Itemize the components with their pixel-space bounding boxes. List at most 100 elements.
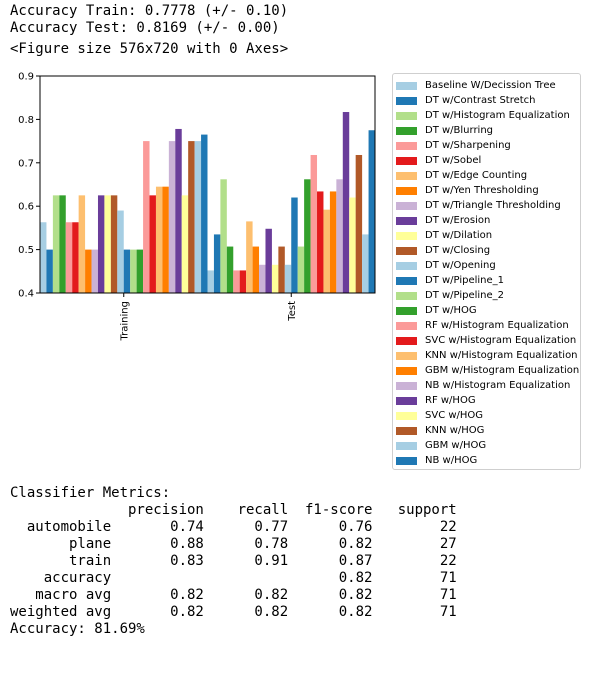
bar xyxy=(194,141,202,293)
legend-label: NB w/HOG xyxy=(425,455,478,466)
legend-label: DT w/Edge Counting xyxy=(425,170,528,181)
legend-item: DT w/Dilation xyxy=(396,228,492,243)
test-accuracy-line: Accuracy Test: 0.8169 (+/- 0.00) xyxy=(10,20,280,36)
y-tick-label: 0.5 xyxy=(18,245,34,256)
bar xyxy=(91,249,98,293)
legend-swatch xyxy=(396,261,417,270)
legend-swatch xyxy=(396,126,417,135)
legend-swatch xyxy=(396,291,417,300)
legend-item: DT w/Opening xyxy=(396,258,496,273)
bar xyxy=(349,197,356,293)
legend-item: DT w/Pipeline_1 xyxy=(396,273,504,288)
legend-swatch xyxy=(396,216,417,225)
legend-label: SVC w/Histogram Equalization xyxy=(425,335,577,346)
legend-item: SVC w/HOG xyxy=(396,408,483,423)
bar xyxy=(78,195,86,293)
legend-label: GBM w/Histogram Equalization xyxy=(425,365,580,376)
legend-swatch xyxy=(396,426,417,435)
figure-size-line: <Figure size 576x720 with 0 Axes> xyxy=(10,41,289,57)
bar xyxy=(175,128,182,293)
legend-swatch xyxy=(396,336,417,345)
report-row: automobile 0.74 0.77 0.76 22 xyxy=(10,519,457,535)
report-row: train 0.83 0.91 0.87 22 xyxy=(10,553,457,569)
y-tick-label: 0.4 xyxy=(18,289,34,300)
report-summary-row: weighted avg 0.82 0.82 0.82 71 xyxy=(10,604,457,620)
chart-legend: Baseline W/Decission Tree DT w/Contrast S… xyxy=(392,73,581,470)
legend-label: GBM w/HOG xyxy=(425,440,487,451)
legend-swatch xyxy=(396,141,417,150)
legend-item: KNN w/Histogram Equalization xyxy=(396,348,578,363)
legend-label: DT w/Blurring xyxy=(425,125,494,136)
y-tick-label: 0.8 xyxy=(18,115,34,126)
legend-label: SVC w/HOG xyxy=(425,410,484,421)
legend-label: DT w/Histogram Equalization xyxy=(425,110,570,121)
legend-swatch xyxy=(396,396,417,405)
bar xyxy=(40,222,47,293)
bar xyxy=(226,246,234,293)
legend-item: DT w/Contrast Stretch xyxy=(396,93,536,108)
legend-swatch xyxy=(396,321,417,330)
bar xyxy=(278,246,285,293)
plot-frame xyxy=(39,75,376,294)
legend-swatch xyxy=(396,366,417,375)
bar xyxy=(59,195,66,293)
legend-item: DT w/Closing xyxy=(396,243,490,258)
y-tick-label: 0.9 xyxy=(18,72,34,83)
bar xyxy=(52,195,60,293)
legend-swatch xyxy=(396,441,417,450)
legend-swatch xyxy=(396,156,417,165)
bar xyxy=(97,195,105,293)
bar xyxy=(271,264,279,293)
legend-label: DT w/Pipeline_2 xyxy=(425,290,505,301)
legend-item: DT w/Sobel xyxy=(396,153,481,168)
legend-label: RF w/Histogram Equalization xyxy=(425,320,569,331)
legend-item: KNN w/HOG xyxy=(396,423,484,438)
bar xyxy=(304,179,311,293)
bar xyxy=(233,270,240,293)
bar xyxy=(143,141,150,293)
legend-label: DT w/Erosion xyxy=(425,215,491,226)
bar xyxy=(362,234,369,293)
legend-item: NB w/HOG xyxy=(396,453,477,468)
legend-label: DT w/Triangle Thresholding xyxy=(425,200,561,211)
bar xyxy=(162,186,169,293)
bar xyxy=(355,154,363,293)
legend-swatch xyxy=(396,96,417,105)
legend-label: DT w/Pipeline_1 xyxy=(425,275,505,286)
legend-label: KNN w/HOG xyxy=(425,425,485,436)
bar xyxy=(259,264,266,293)
bar xyxy=(246,221,253,293)
bar xyxy=(252,246,260,293)
bar xyxy=(168,141,176,293)
bar xyxy=(85,249,92,293)
bar xyxy=(104,195,111,293)
legend-label: RF w/HOG xyxy=(425,395,476,406)
legend-item: DT w/Blurring xyxy=(396,123,493,138)
legend-item: DT w/HOG xyxy=(396,303,477,318)
bar xyxy=(117,210,124,293)
bar xyxy=(72,222,79,293)
report-summary-row: macro avg 0.82 0.82 0.82 71 xyxy=(10,587,457,603)
y-tick-label: 0.7 xyxy=(18,158,34,169)
legend-label: DT w/Opening xyxy=(425,260,496,271)
x-tick-label: Test xyxy=(287,301,298,322)
bar xyxy=(297,246,305,293)
bar xyxy=(149,195,156,293)
overall-accuracy-line: Accuracy: 81.69% xyxy=(10,621,145,637)
legend-item: GBM w/Histogram Equalization xyxy=(396,363,579,378)
legend-item: RF w/HOG xyxy=(396,393,476,408)
legend-item: DT w/Yen Thresholding xyxy=(396,183,539,198)
legend-swatch xyxy=(396,306,417,315)
bar xyxy=(368,130,375,293)
legend-item: DT w/Histogram Equalization xyxy=(396,108,570,123)
legend-label: DT w/HOG xyxy=(425,305,477,316)
report-summary-row: accuracy 0.82 71 xyxy=(10,570,457,586)
legend-swatch xyxy=(396,81,417,90)
bar xyxy=(155,186,163,293)
legend-item: DT w/Edge Counting xyxy=(396,168,527,183)
report-header-row: precision recall f1-score support xyxy=(10,502,457,518)
legend-item: DT w/Triangle Thresholding xyxy=(396,198,561,213)
x-tick-label: Training xyxy=(119,301,130,341)
legend-swatch xyxy=(396,411,417,420)
legend-label: DT w/Closing xyxy=(425,245,491,256)
